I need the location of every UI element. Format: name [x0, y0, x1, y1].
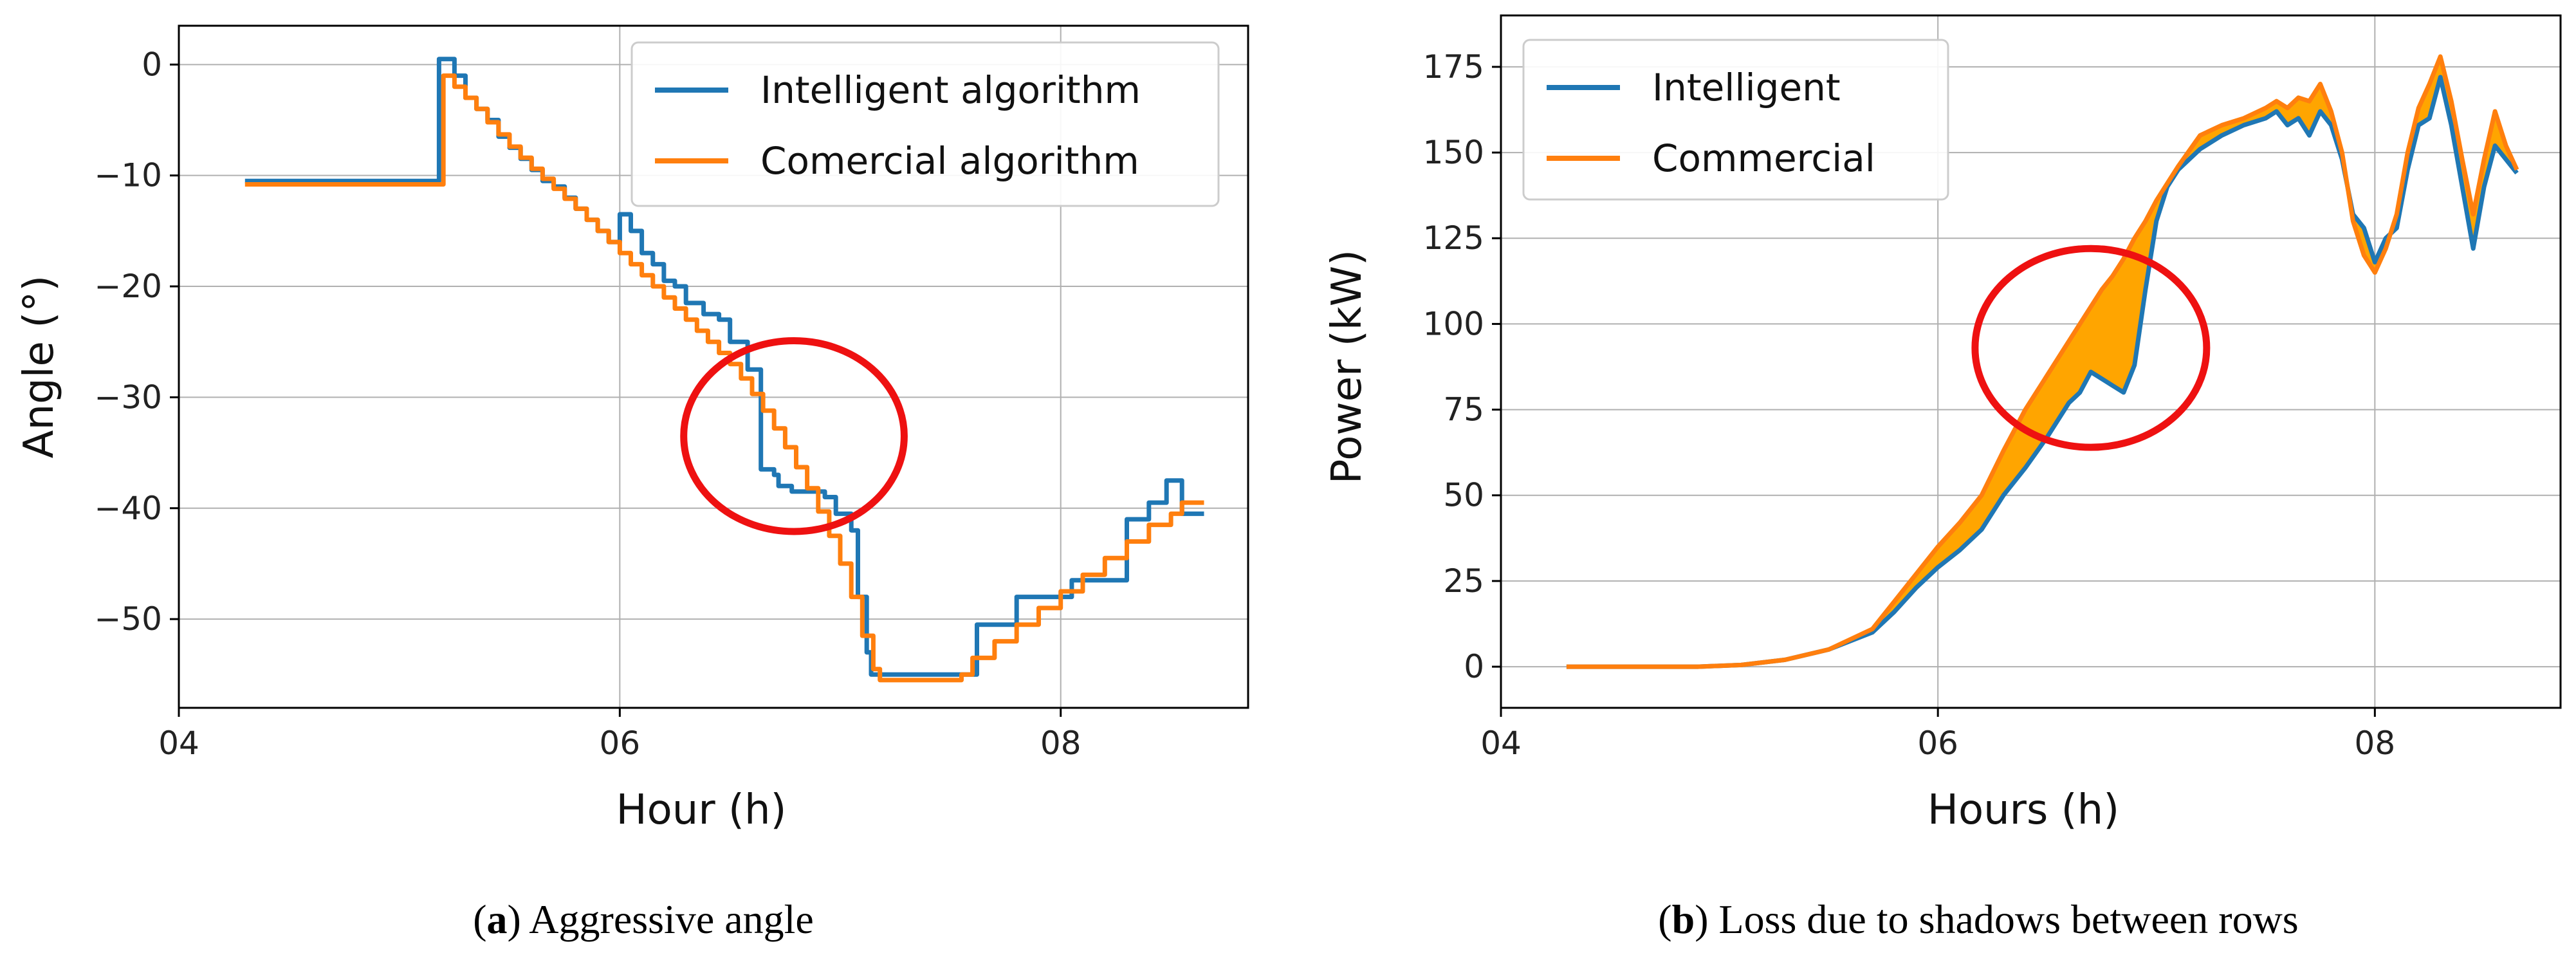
panel-b-highlight-ellipse: [1971, 245, 2211, 451]
panel-a-xtick-label: 04: [158, 725, 199, 762]
panel-a: 04 06 08 0 −10 −20 −30 −40 −50 Intelligent algor…: [15, 24, 1249, 942]
panel-b-ytick-label: 150: [1423, 134, 1484, 171]
panel-b-ytick-label: 0: [1464, 648, 1484, 685]
panel-a-legend-label-1: Intelligent algorithm: [760, 68, 1141, 112]
panel-a-ytick-label: 0: [142, 46, 162, 83]
panel-b-ytick-label: 25: [1443, 562, 1484, 600]
panel-a-ylabel: Angle (°): [15, 275, 63, 458]
panel-a-ytick-label: −30: [94, 378, 162, 416]
panel-b-fills: [1566, 56, 2517, 667]
panel-a-axes-frame: [178, 24, 1249, 709]
panel-a-caption-letter: a: [487, 896, 508, 942]
panel-b-legend-label-1: Intelligent: [1652, 66, 1841, 109]
panel-b-series-line-1: [1566, 75, 2519, 669]
panel-a-ytick-label: −20: [94, 268, 162, 305]
panel-b-axes-frame: [1500, 14, 2562, 709]
panel-b-fill-between-area: [1566, 56, 2517, 667]
panel-a-legend-box: [630, 41, 1220, 207]
panel-b-caption-text: Loss due to shadows between rows: [1719, 896, 2299, 942]
panel-a-ytick-label: −50: [94, 600, 162, 638]
panel-a-highlight-ellipse: [680, 337, 908, 535]
panel-b-ticks: 04 06 08 0 25 50 75 100 125 150 175: [1423, 48, 2396, 762]
panel-b-series-line-2: [1566, 54, 2519, 669]
panel-b-ytick-label: 50: [1443, 477, 1484, 514]
panel-b-ytick-label: 75: [1443, 391, 1484, 429]
panel-b-ytick-label: 175: [1423, 48, 1484, 86]
panel-b-xtick-label: 08: [2355, 725, 2396, 762]
panel-a-xtick-label: 06: [600, 725, 641, 762]
panel-a-xtick-label: 08: [1040, 725, 1081, 762]
panel-b: 04 06 08 0 25 50 75 100 125 150 175 Intelligent Com…: [1323, 14, 2562, 942]
panel-a-legend-label-2: Comercial algorithm: [760, 139, 1139, 183]
panel-b-legend-box: [1522, 39, 1949, 201]
panel-a-annotations: [680, 337, 908, 535]
panel-a-legend: Intelligent algorithm Comercial algorithm: [630, 41, 1220, 207]
panel-a-lines: [244, 57, 1204, 683]
panel-b-lines: [1566, 54, 2519, 669]
panel-a-series-line-2: [244, 73, 1204, 683]
panel-b-legend: Intelligent Commercial: [1522, 39, 1949, 201]
panel-a-ytick-label: −40: [94, 490, 162, 527]
panel-b-caption: (b) Loss due to shadows between rows: [1658, 896, 2298, 942]
panel-b-legend-label-2: Commercial: [1652, 136, 1875, 180]
panel-b-xtick-label: 04: [1480, 725, 1522, 762]
panel-b-ytick-label: 100: [1423, 305, 1484, 342]
panel-b-xlabel: Hours (h): [1927, 786, 2119, 834]
panel-b-caption-letter: b: [1672, 896, 1695, 942]
panel-b-ylabel: Power (kW): [1323, 250, 1371, 484]
panel-a-ticks: 04 06 08 0 −10 −20 −30 −40 −50: [94, 46, 1081, 762]
panel-a-ytick-label: −10: [94, 157, 162, 194]
panel-a-caption: (a) Aggressive angle: [473, 896, 814, 942]
panel-b-ytick-label: 125: [1423, 219, 1484, 257]
panel-b-annotations: [1971, 245, 2211, 451]
panel-a-caption-text: Aggressive angle: [529, 896, 814, 942]
panel-a-xlabel: Hour (h): [616, 786, 787, 834]
panel-b-xtick-label: 06: [1917, 725, 1958, 762]
